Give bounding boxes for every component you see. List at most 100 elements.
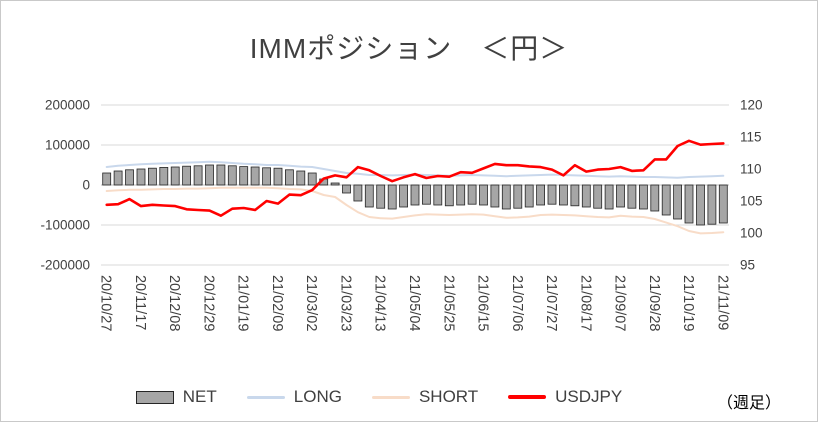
short-line-swatch-icon: [371, 395, 410, 399]
x-axis-tick: 21/07/27: [543, 275, 559, 331]
usdjpy-line-swatch-icon: [508, 395, 547, 399]
x-axis-tick: 20/10/27: [98, 275, 114, 331]
right-axis-tick: 105: [740, 194, 763, 209]
net-bar: [273, 167, 283, 186]
left-axis-tick: -200000: [40, 258, 90, 273]
chart-legend: NET LONG SHORT USDJPY: [71, 387, 687, 407]
net-bar: [193, 165, 203, 186]
left-axis-tick: -100000: [40, 218, 90, 233]
x-axis-tick: 21/03/02: [303, 275, 319, 331]
net-bar: [399, 184, 409, 208]
right-axis-tick: 95: [740, 258, 755, 273]
net-bar: [170, 166, 180, 186]
net-bar: [559, 184, 568, 206]
net-bar: [262, 167, 272, 186]
net-bar: [536, 184, 545, 206]
net-bar: [467, 184, 477, 205]
legend-item-usdjpy: USDJPY: [508, 387, 622, 407]
net-bar: [696, 184, 705, 226]
net-bar: [673, 184, 682, 220]
x-axis-tick: 21/05/25: [440, 275, 456, 331]
net-bar: [604, 184, 614, 210]
net-bar: [387, 184, 397, 210]
x-axis-tick: 20/12/29: [200, 275, 216, 331]
net-bar: [444, 184, 454, 207]
usdjpy-line: [105, 139, 725, 217]
x-axis-tick: 21/06/15: [475, 275, 491, 331]
net-bar: [125, 169, 134, 186]
net-bar: [421, 184, 431, 205]
net-bar: [547, 184, 557, 205]
net-bar: [718, 184, 728, 224]
legend-item-long: LONG: [246, 387, 342, 407]
net-swatch-icon: [135, 390, 174, 404]
net-bar: [650, 184, 660, 212]
x-axis-tick: 21/11/09: [714, 275, 730, 330]
x-axis-tick: 20/11/17: [132, 275, 148, 330]
net-bar: [513, 184, 523, 209]
net-bar: [342, 184, 351, 194]
net-bar: [593, 184, 603, 209]
x-axis-tick: 21/02/09: [269, 275, 285, 331]
net-bar: [147, 167, 157, 186]
net-bar: [216, 164, 226, 186]
net-bar: [296, 170, 306, 186]
net-bar: [159, 167, 169, 186]
net-bar: [376, 184, 386, 209]
net-bar: [330, 182, 340, 186]
legend-item-net: NET: [135, 387, 217, 407]
x-axis-tick: 21/09/28: [646, 275, 662, 331]
net-bar: [581, 184, 591, 208]
short-line: [105, 186, 725, 235]
net-bar: [307, 172, 317, 186]
net-bar: [684, 184, 694, 224]
chart-plot-area: 200000 100000 0 -100000 -200000 120 115 110 105 1…: [40, 98, 763, 332]
x-axis-tick: 20/12/08: [166, 275, 182, 331]
net-bar: [456, 184, 466, 206]
legend-usdjpy-label: USDJPY: [555, 387, 623, 406]
timeframe-note: （週足）: [716, 395, 781, 412]
net-bar: [353, 184, 363, 202]
net-bar: [639, 184, 648, 210]
net-bar: [136, 168, 146, 186]
legend-long-label: LONG: [293, 387, 342, 406]
net-bar: [205, 164, 214, 186]
long-line-swatch-icon: [246, 395, 285, 399]
x-axis-tick: 21/01/19: [235, 275, 251, 331]
x-axis-tick: 21/04/13: [372, 275, 388, 331]
legend-short-label: SHORT: [418, 387, 479, 406]
net-bar: [182, 165, 192, 186]
net-bar: [102, 172, 112, 186]
left-axis-tick: 100000: [45, 138, 90, 153]
x-axis-tick: 21/09/07: [612, 275, 628, 331]
legend-net-label: NET: [182, 387, 217, 406]
x-axis-tick: 21/05/04: [406, 275, 422, 331]
net-bar: [479, 184, 488, 206]
net-bar: [227, 165, 237, 186]
net-bar: [501, 184, 511, 210]
chart-title: IMMポジション ＜円＞: [249, 33, 569, 64]
net-bar: [250, 166, 260, 186]
left-axis-tick: 0: [82, 178, 90, 193]
net-bar: [627, 184, 637, 209]
net-bar: [284, 169, 294, 186]
net-bar: [239, 166, 249, 186]
x-axis-tick: 21/07/06: [509, 275, 525, 331]
x-axis-tick: 21/10/19: [680, 275, 696, 331]
right-axis-tick: 100: [740, 226, 763, 241]
net-bar: [433, 184, 443, 206]
net-bar: [661, 184, 671, 216]
net-bar: [570, 184, 580, 207]
net-bar: [490, 184, 500, 208]
net-bar: [364, 184, 374, 208]
right-axis-tick: 115: [740, 130, 762, 145]
legend-item-short: SHORT: [371, 387, 479, 407]
x-axis-tick: 21/03/23: [337, 275, 353, 331]
net-bar: [616, 184, 625, 208]
right-axis-tick: 120: [740, 98, 763, 113]
net-bar: [410, 184, 420, 206]
x-axis-tick: 21/08/17: [577, 275, 593, 331]
right-axis-tick: 110: [740, 162, 762, 177]
net-bar: [113, 170, 123, 186]
